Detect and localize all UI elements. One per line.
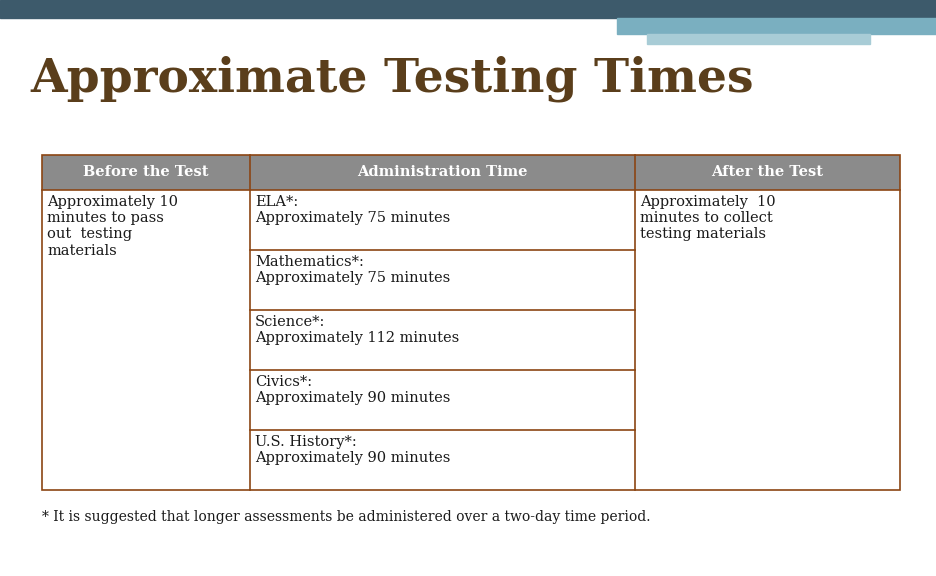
Text: Before the Test: Before the Test [83, 165, 209, 180]
Text: * It is suggested that longer assessments be administered over a two-day time pe: * It is suggested that longer assessment… [42, 510, 651, 524]
Text: Civics*:
Approximately 90 minutes: Civics*: Approximately 90 minutes [255, 375, 450, 405]
Bar [647, 34, 870, 44]
Bar [250, 155, 635, 190]
Text: ELA*:
Approximately 75 minutes: ELA*: Approximately 75 minutes [255, 195, 450, 225]
Bar [635, 155, 900, 190]
Text: After the Test: After the Test [711, 165, 824, 180]
Text: Approximately 10
minutes to pass
out  testing
materials: Approximately 10 minutes to pass out tes… [47, 195, 178, 257]
Bar [42, 155, 900, 490]
Text: U.S. History*:
Approximately 90 minutes: U.S. History*: Approximately 90 minutes [255, 435, 450, 465]
Bar [0, 0, 936, 18]
Text: Approximate Testing Times: Approximate Testing Times [30, 55, 753, 101]
Text: Science*:
Approximately 112 minutes: Science*: Approximately 112 minutes [255, 315, 460, 345]
Text: Mathematics*:
Approximately 75 minutes: Mathematics*: Approximately 75 minutes [255, 255, 450, 285]
Text: Administration Time: Administration Time [358, 165, 528, 180]
Text: Approximately  10
minutes to collect
testing materials: Approximately 10 minutes to collect test… [640, 195, 776, 241]
Bar [617, 18, 936, 34]
Bar [42, 155, 250, 190]
